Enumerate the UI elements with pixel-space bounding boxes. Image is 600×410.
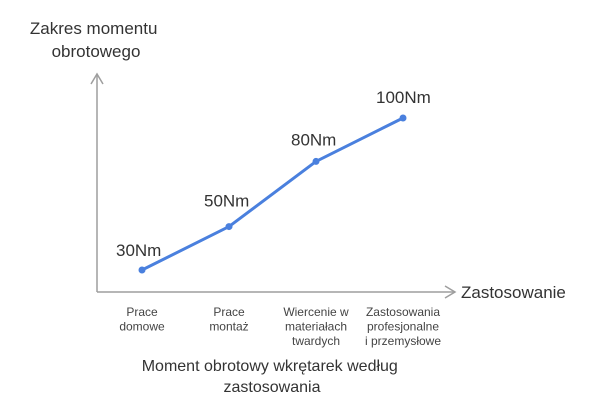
data-point <box>399 114 407 122</box>
x-tick-label: Prace montaż <box>209 305 248 334</box>
data-points <box>138 114 407 274</box>
y-axis-title-line-2: obrotowego <box>52 42 141 61</box>
data-point <box>312 157 320 165</box>
chart-title-line-1: Moment obrotowy wkrętarek według <box>142 358 398 375</box>
data-point <box>138 266 146 274</box>
data-label: 100Nm <box>376 88 431 107</box>
x-tick-label: Wiercenie w materiałach twardych <box>283 305 349 348</box>
x-tick-labels: Prace domowe Prace montaż Wiercenie w materia… <box>119 305 441 348</box>
chart-title: Moment obrotowy wkrętarek według zastoso… <box>142 358 403 396</box>
data-label: 50Nm <box>204 192 249 211</box>
data-label: 30Nm <box>116 241 161 260</box>
y-axis-title-line-1: Zakres momentu <box>30 19 158 38</box>
data-label: 80Nm <box>291 130 336 149</box>
series-line <box>140 116 405 272</box>
chart-title-line-2: zastosowania <box>224 379 321 396</box>
data-point <box>225 223 233 231</box>
x-tick-label: Zastosowania profesjonalne i przemysłowe <box>365 305 441 348</box>
x-tick-label: Prace domowe <box>119 305 165 334</box>
x-axis-arrow <box>444 285 457 299</box>
y-axis-title: Zakres momentu obrotowego <box>30 19 162 61</box>
data-labels: 30Nm 50Nm 80Nm 100Nm <box>116 88 431 260</box>
x-axis-title: Zastosowanie <box>461 283 566 302</box>
y-axis-arrow <box>90 72 104 85</box>
